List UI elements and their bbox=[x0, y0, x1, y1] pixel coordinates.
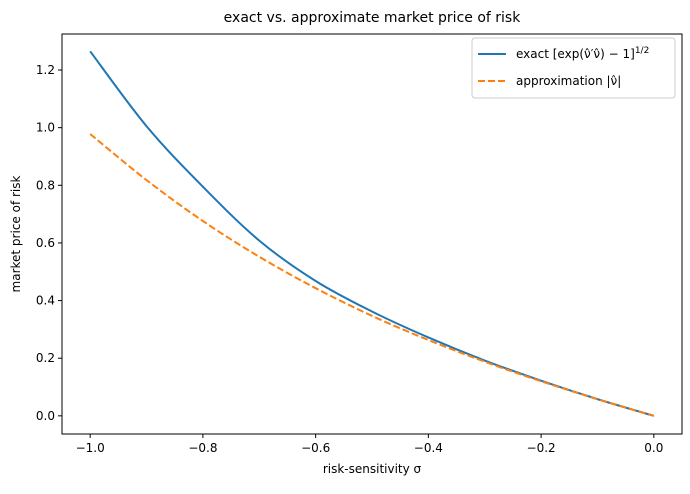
y-axis-label: market price of risk bbox=[9, 175, 23, 292]
x-tick-label: −0.4 bbox=[414, 441, 443, 455]
x-tick-label: 0.0 bbox=[644, 441, 663, 455]
x-tick-label: −1.0 bbox=[76, 441, 105, 455]
approximation-series-line bbox=[89, 133, 655, 417]
legend-label-exact-main: exact [exp(ν̂′ν̂) − 1] bbox=[516, 47, 635, 61]
y-tick-label: 0.4 bbox=[36, 294, 55, 308]
x-tick-label: −0.6 bbox=[301, 441, 330, 455]
chart-title: exact vs. approximate market price of ri… bbox=[224, 10, 522, 26]
x-axis-ticks: −1.0 −0.8 −0.6 −0.4 −0.2 0.0 bbox=[76, 434, 663, 455]
y-tick-label: 0.8 bbox=[36, 178, 55, 192]
x-tick-label: −0.2 bbox=[527, 441, 556, 455]
legend-label-exact: exact [exp(ν̂′ν̂) − 1]1/2 bbox=[516, 46, 649, 61]
y-tick-label: 0.2 bbox=[36, 351, 55, 365]
x-tick-label: −0.8 bbox=[188, 441, 217, 455]
y-tick-label: 0.0 bbox=[36, 409, 55, 423]
legend: exact [exp(ν̂′ν̂) − 1]1/2 approximation … bbox=[471, 37, 676, 99]
x-axis-label: risk-sensitivity σ bbox=[323, 462, 422, 476]
y-tick-label: 1.0 bbox=[36, 121, 55, 135]
legend-label-approximation: approximation |ν̂| bbox=[516, 74, 621, 88]
y-tick-label: 1.2 bbox=[36, 63, 55, 77]
y-tick-label: 0.6 bbox=[36, 236, 55, 250]
plot-area bbox=[89, 50, 655, 417]
y-axis-ticks: 0.0 0.2 0.4 0.6 0.8 1.0 1.2 bbox=[36, 63, 62, 423]
legend-label-exact-sup: 1/2 bbox=[635, 46, 649, 56]
plot-frame bbox=[61, 33, 683, 435]
legend-box bbox=[471, 37, 676, 99]
